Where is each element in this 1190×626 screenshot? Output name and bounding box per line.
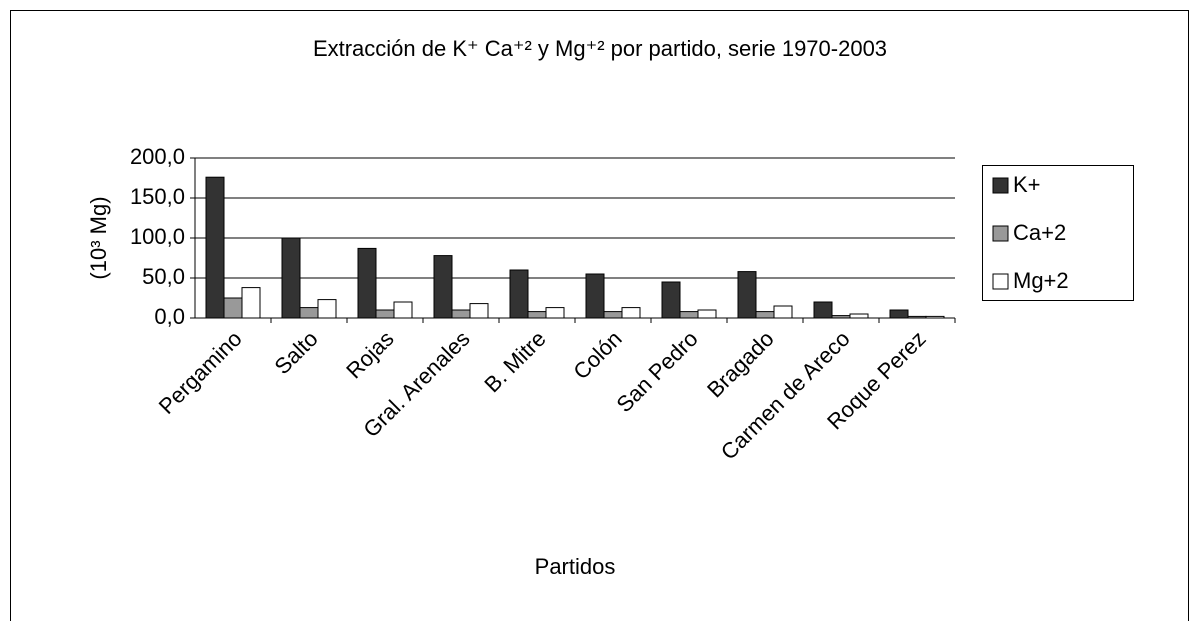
bar [357,247,377,319]
bar [755,311,775,319]
chart-title: Extracción de K⁺ Ca⁺² y Mg⁺² por partido… [313,36,887,61]
bar [281,237,301,319]
x-tick-label: B. Mitre [479,326,550,397]
bar [317,299,337,319]
legend-swatch [992,177,1009,194]
x-tick-label: Salto [270,326,323,379]
bar [621,307,641,319]
legend-label: Mg+2 [1013,268,1069,293]
y-tick-label: 50,0 [142,264,185,289]
bar [205,176,225,319]
bar [889,309,909,319]
bar [241,287,261,319]
legend-swatch [992,273,1009,290]
bar [697,309,717,319]
x-tick-label: Colón [568,326,626,384]
x-tick-label: San Pedro [611,326,702,417]
bar [223,297,243,319]
legend-label: Ca+2 [1013,220,1066,245]
y-axis-label: (10³ Mg) [86,196,111,279]
bar [585,273,605,319]
x-tick-label: Bragado [702,326,779,403]
y-tick-label: 150,0 [130,184,185,209]
bar [393,301,413,319]
bar [603,311,623,319]
x-axis-label: Partidos [535,554,616,579]
bar [661,281,681,319]
chart-border [10,10,1189,621]
bar [773,305,793,319]
bar [451,309,471,319]
legend-label: K+ [1013,172,1041,197]
y-tick-label: 0,0 [154,304,185,329]
bar [375,309,395,319]
bar [433,255,453,319]
bar [469,303,489,319]
legend-swatch [992,225,1009,242]
bar [509,269,529,319]
y-tick-label: 200,0 [130,144,185,169]
bar [737,271,757,319]
x-tick-label: Carmen de Areco [716,326,855,465]
bar [527,311,547,319]
bar [679,311,699,319]
bar [299,307,319,319]
x-tick-label: Rojas [341,326,398,383]
y-tick-label: 100,0 [130,224,185,249]
bar [849,313,869,319]
bar [813,301,833,319]
bar [545,307,565,319]
x-tick-label: Pergamino [154,326,247,419]
